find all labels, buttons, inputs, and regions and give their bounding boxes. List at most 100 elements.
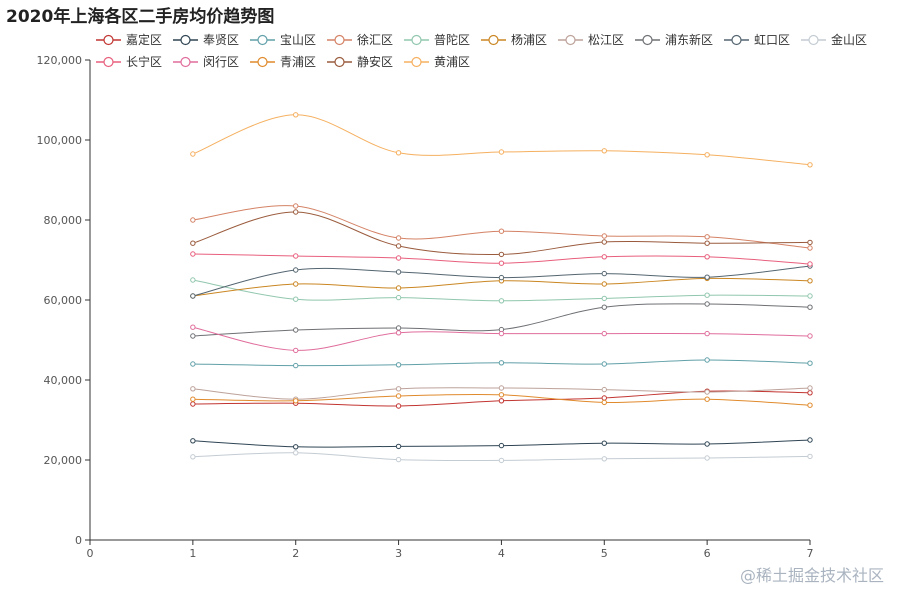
data-point — [293, 209, 299, 215]
legend-swatch-marker — [334, 34, 345, 46]
legend-item: 普陀区 — [404, 32, 470, 47]
legend-item: 青浦区 — [250, 55, 316, 69]
legend-swatch-marker — [334, 56, 345, 68]
data-point — [807, 304, 813, 310]
data-point — [293, 450, 299, 456]
legend-swatch-marker — [257, 56, 268, 68]
data-point — [190, 151, 196, 157]
legend-label: 杨浦区 — [511, 32, 547, 47]
legend-swatch-marker — [411, 34, 422, 46]
data-point — [395, 362, 402, 368]
data-point — [190, 240, 196, 246]
legend-label: 嘉定区 — [126, 32, 162, 47]
legend-item: 闵行区 — [173, 54, 239, 69]
axes: 0 20,000 40,000 60,000 80,000 100,000 120,000 0… — [37, 54, 814, 560]
data-point — [293, 444, 299, 450]
data-point — [395, 393, 402, 399]
legend-label: 青浦区 — [280, 55, 316, 69]
data-point — [807, 390, 813, 396]
y-tick-label: 20,000 — [44, 454, 83, 467]
series-line — [192, 205, 811, 249]
x-tick-label: 3 — [395, 547, 402, 560]
data-point — [498, 149, 505, 155]
legend-item: 长宁区 — [96, 54, 162, 69]
x-tick-label: 2 — [292, 547, 299, 560]
legend-label: 宝山区 — [280, 33, 316, 47]
x-tick-label: 4 — [498, 547, 505, 560]
data-point — [190, 277, 196, 283]
data-point — [704, 389, 710, 395]
data-point — [293, 281, 299, 287]
legend-item: 黄浦区 — [404, 55, 470, 69]
data-point — [498, 392, 505, 398]
data-point — [601, 330, 607, 337]
data-point — [807, 245, 813, 251]
x-tick-label: 6 — [704, 547, 711, 560]
data-point — [704, 254, 710, 260]
legend-swatch-marker — [257, 34, 268, 46]
legend-item: 金山区 — [801, 32, 867, 47]
y-tick-label: 100,000 — [37, 134, 83, 147]
data-point — [807, 278, 813, 284]
data-point — [498, 398, 505, 404]
data-point — [293, 203, 299, 209]
data-point — [190, 361, 196, 367]
series-lines — [190, 112, 813, 464]
legend-swatch-marker — [642, 34, 653, 46]
series-奉贤区 — [190, 437, 813, 450]
legend-item: 徐汇区 — [327, 32, 393, 47]
data-point — [190, 386, 196, 392]
data-point — [498, 442, 505, 449]
data-point — [601, 239, 607, 245]
data-point — [190, 293, 196, 299]
data-point — [498, 260, 505, 266]
legend-item: 奉贤区 — [173, 33, 239, 47]
chart-title: 2020年上海各区二手房均价趋势图 — [6, 7, 275, 27]
data-point — [293, 267, 299, 273]
data-point — [498, 274, 505, 281]
legend-label: 静安区 — [357, 54, 393, 69]
data-point — [498, 251, 505, 258]
legend-swatch-marker — [488, 34, 499, 46]
legend-swatch-marker — [180, 56, 191, 68]
data-point — [395, 456, 402, 463]
series-长宁区 — [190, 251, 813, 267]
x-tick-label: 7 — [807, 547, 814, 560]
data-point — [807, 293, 813, 299]
data-point — [395, 255, 402, 261]
data-point — [190, 333, 196, 339]
legend-label: 徐汇区 — [357, 32, 393, 47]
data-point — [498, 228, 505, 234]
data-point — [395, 330, 402, 336]
data-point — [704, 152, 710, 158]
data-point — [498, 298, 505, 304]
data-point — [601, 281, 607, 287]
data-point — [704, 396, 710, 402]
legend-label: 普陀区 — [434, 32, 470, 47]
y-tick-label: 120,000 — [37, 54, 83, 67]
data-point — [704, 274, 710, 280]
legend-label: 松江区 — [588, 33, 624, 47]
legend-item: 宝山区 — [250, 33, 316, 47]
data-point — [293, 398, 299, 404]
legend-item: 嘉定区 — [96, 32, 162, 47]
data-point — [704, 301, 710, 307]
y-tick-label: 80,000 — [44, 214, 83, 227]
data-point — [807, 437, 813, 443]
data-point — [704, 441, 710, 447]
data-point — [807, 261, 813, 267]
data-point — [601, 440, 607, 446]
data-point — [601, 361, 607, 367]
data-point — [704, 330, 710, 337]
data-point — [293, 362, 299, 369]
series-徐汇区 — [190, 203, 813, 251]
legend-item: 虹口区 — [724, 33, 790, 47]
data-point — [704, 292, 710, 298]
data-point — [190, 401, 196, 407]
legend-item: 静安区 — [327, 54, 393, 69]
y-tick-label: 40,000 — [44, 374, 83, 387]
data-point — [395, 325, 402, 331]
series-宝山区 — [190, 357, 813, 369]
legend-label: 虹口区 — [754, 33, 790, 47]
